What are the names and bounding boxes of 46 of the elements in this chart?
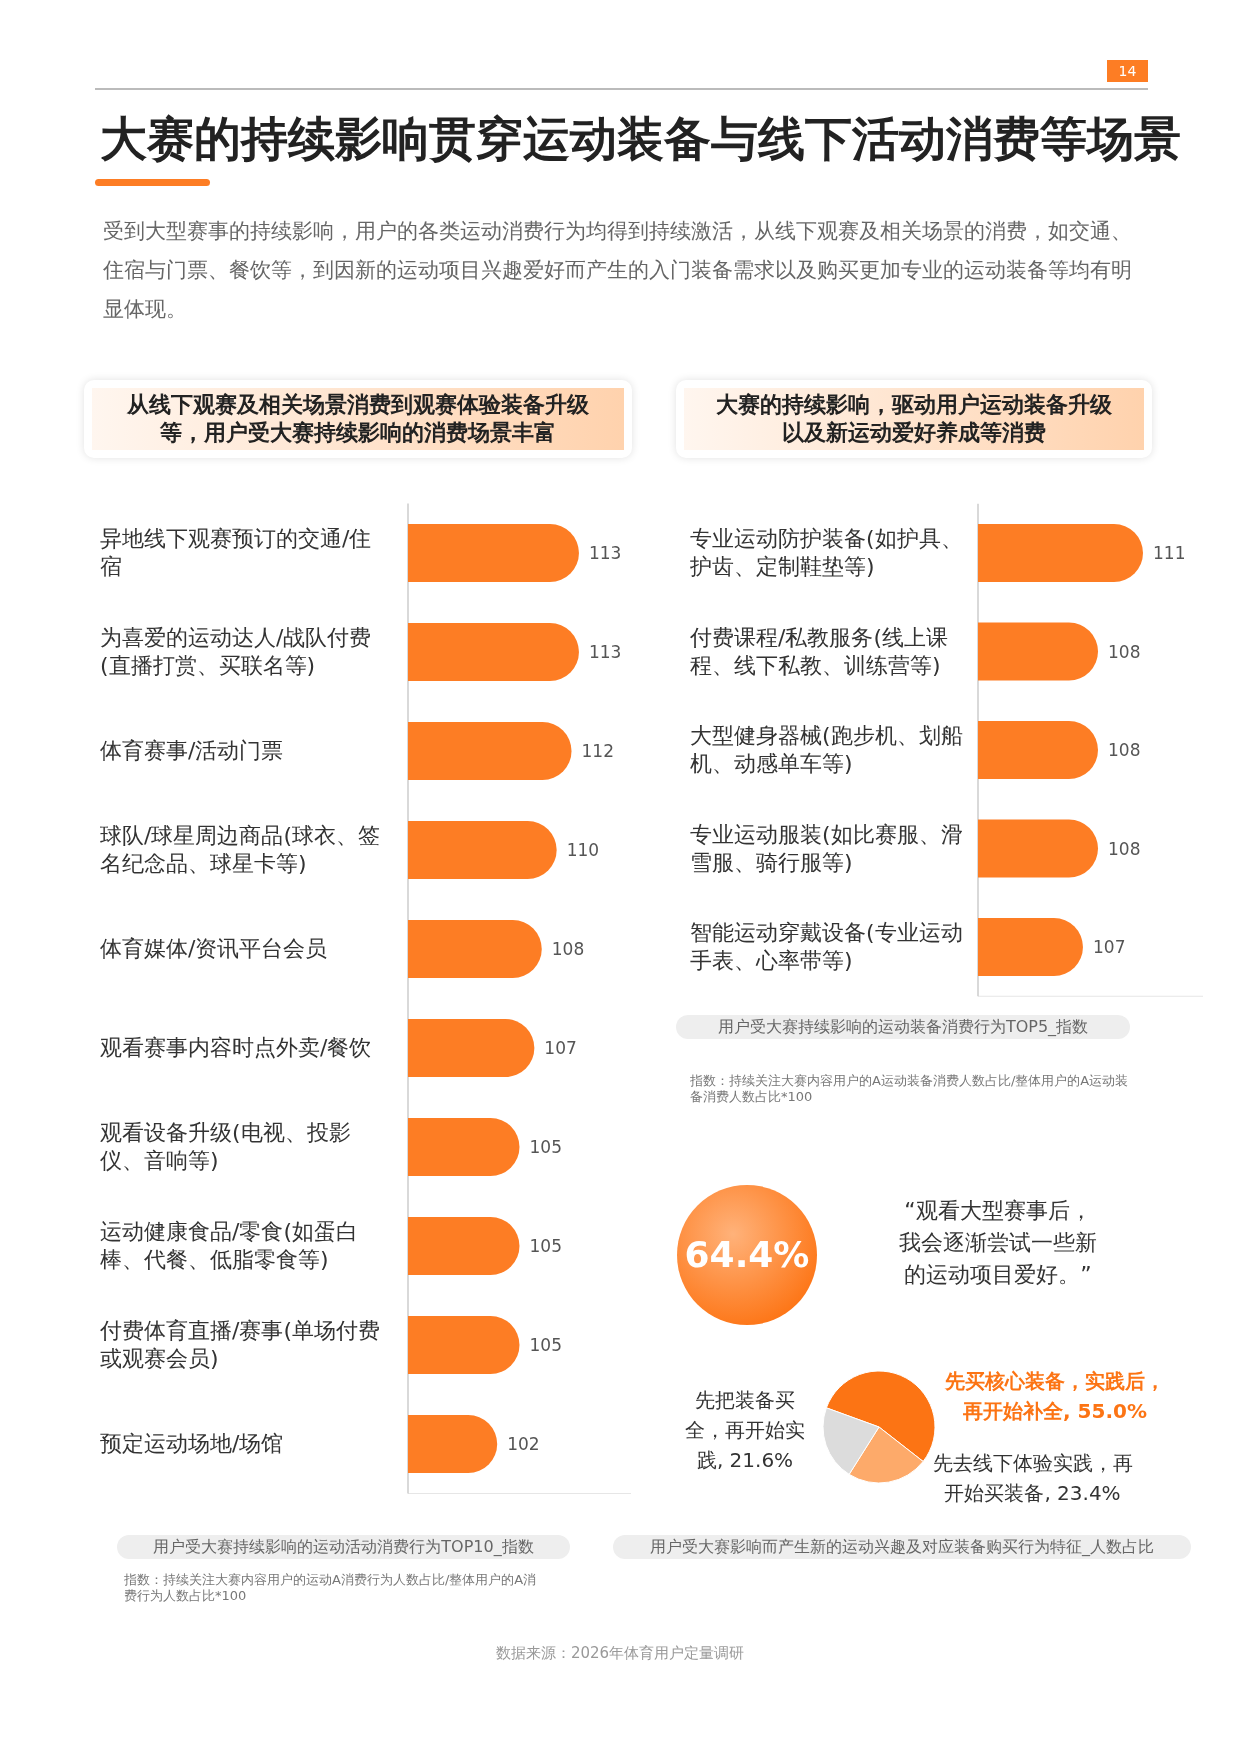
text: 用户受大赛持续影响的运动装备消费行为TOP5_指数 — [676, 1017, 1130, 1037]
data-label: 102 — [507, 1433, 541, 1456]
slice-label: 先买核心装备，实践后，再开始补全, 55.0% — [944, 1368, 1166, 1425]
text: 64.4% — [683, 1233, 811, 1277]
y-tick-label: 观看赛事内容时点外卖/餐饮 — [100, 1034, 372, 1062]
data-label: 107 — [544, 1037, 578, 1060]
y-tick-label: 观看设备升级(电视、投影仪、音响等) — [100, 1119, 352, 1175]
text: “观看大型赛事后，我会逐渐尝试一些新的运动项目爱好。” — [898, 1197, 1098, 1289]
data-label: 110 — [566, 839, 601, 862]
y-tick-label: 大型健身器械(跑步机、划船机、动感单车等) — [690, 722, 964, 778]
text: 大赛的持续影响贯穿运动装备与线下活动消费等场景 — [100, 110, 1182, 168]
y-tick-label: 专业运动防护装备(如护具、护齿、定制鞋垫等) — [690, 525, 964, 581]
text: 用户受大赛影响而产生新的运动兴趣及对应装备购买行为特征_人数占比 — [613, 1537, 1191, 1557]
y-tick-label: 体育赛事/活动门票 — [100, 737, 284, 765]
y-tick-label: 付费体育直播/赛事(单场付费或观赛会员) — [100, 1317, 381, 1373]
data-label: 112 — [581, 740, 615, 763]
data-label: 108 — [551, 938, 586, 961]
slice-label: 先去线下体验实践，再开始买装备, 23.4% — [931, 1450, 1134, 1507]
text: 14 — [1107, 61, 1148, 81]
y-tick-label: 球队/球星周边商品(球衣、签名纪念品、球星卡等) — [100, 822, 381, 878]
text: 受到大型赛事的持续影响，用户的各类运动消费行为均得到持续激活，从线下观赛及相关场景的消费，如交通、住宿与门票、餐饮等，到因新的运动项目兴趣爱好而产生的入门装备需求以及购买更加专业的运动装备等均有明显体现。 — [103, 218, 1133, 323]
data-label: 107 — [1093, 936, 1127, 959]
data-label: 113 — [588, 542, 623, 565]
source-note: 数据来源：2026年体育用户定量调研 — [494, 1644, 746, 1663]
chart-title: 从线下观赛及相关场景消费到观赛体验装备升级等，用户受大赛持续影响的消费场景丰富 — [92, 391, 624, 447]
chart-title: 大赛的持续影响，驱动用户运动装备升级以及新运动爱好养成等消费 — [684, 391, 1144, 447]
data-label: 108 — [1108, 739, 1142, 762]
y-tick-label: 智能运动穿戴设备(专业运动手表、心率带等) — [690, 919, 964, 975]
text: 指数：持续关注大赛内容用户的运动A消费行为人数占比/整体用户的A消费行为人数占比*100 — [124, 1572, 538, 1604]
data-label: 105 — [529, 1334, 563, 1357]
y-tick-label: 专业运动服装(如比赛服、滑雪服、骑行服等) — [690, 820, 964, 877]
y-tick-label: 体育媒体/资讯平台会员 — [100, 935, 328, 963]
data-label: 105 — [529, 1235, 563, 1258]
y-tick-label: 异地线下观赛预订的交通/住宿 — [100, 525, 373, 581]
y-tick-label: 付费课程/私教服务(线上课程、线下私教、训练营等) — [690, 623, 949, 680]
slice-label: 先把装备买全，再开始实践, 21.6% — [684, 1387, 806, 1474]
data-label: 105 — [529, 1136, 563, 1159]
text: 指数：持续关注大赛内容用户的A运动装备消费人数占比/整体用户的A运动装备消费人数占比*100 — [690, 1073, 1130, 1105]
y-tick-label: 运动健康食品/零食(如蛋白棒、代餐、低脂零食等) — [100, 1218, 359, 1274]
y-tick-label: 预定运动场地/场馆 — [100, 1430, 284, 1458]
data-label: 108 — [1108, 837, 1142, 861]
text: 用户受大赛持续影响的运动活动消费行为TOP10_指数 — [117, 1537, 570, 1557]
data-label: 113 — [588, 641, 623, 664]
data-label: 108 — [1108, 640, 1142, 664]
data-label: 111 — [1153, 542, 1187, 565]
y-tick-label: 为喜爱的运动达人/战队付费(直播打赏、买联名等) — [100, 624, 373, 680]
